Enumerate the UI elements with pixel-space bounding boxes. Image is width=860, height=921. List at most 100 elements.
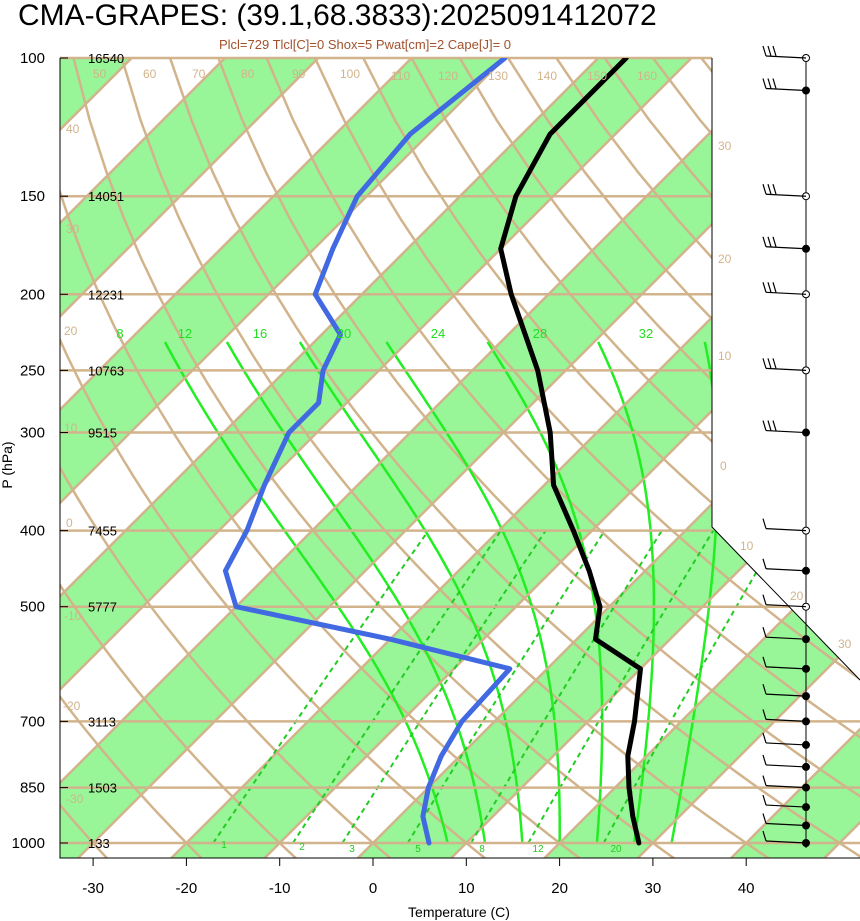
- dry-adiabat-label: 110: [391, 69, 410, 83]
- wind-barb-flag: [762, 627, 767, 638]
- height-label: 16540: [88, 51, 124, 66]
- wind-barb-flag: [762, 358, 767, 369]
- wind-barb-flag: [772, 45, 777, 57]
- wind-barb-flag: [762, 282, 767, 293]
- plot-frame: [59, 58, 860, 859]
- moist-adiabat-label: 12: [178, 326, 192, 341]
- dry-adiabat-label: 20: [64, 324, 78, 338]
- wind-barb-flag: [762, 683, 767, 695]
- wind-barb: [765, 87, 807, 92]
- wind-barb-flag: [762, 420, 767, 431]
- pressure-tick-label: 100: [20, 50, 45, 67]
- height-label: 5777: [88, 600, 117, 615]
- wind-barb-flag: [762, 45, 767, 57]
- wind-barb-flag: [767, 236, 772, 247]
- dry-adiabat-label: 160: [637, 69, 657, 83]
- chart-title: CMA-GRAPES: (39.1,68.3833):2025091412072: [18, 0, 657, 32]
- x-tick-label: 10: [458, 880, 475, 897]
- pressure-tick-label: 1000: [12, 835, 45, 852]
- pressure-tick-label: 150: [20, 188, 45, 205]
- wind-barb-flag: [772, 184, 777, 195]
- x-tick-label: -10: [269, 880, 291, 897]
- isotherm-label: 20: [718, 252, 732, 266]
- moist-adiabat-label: 16: [253, 326, 267, 341]
- pressure-tick-label: 250: [20, 362, 45, 379]
- dry-adiabat-line: [60, 58, 221, 858]
- moist-adiabat-line: [597, 341, 656, 844]
- dry-adiabat-label: 100: [340, 67, 360, 81]
- isotherm-label: 10: [740, 539, 754, 553]
- wind-barb-flag: [772, 78, 777, 89]
- x-tick-label: -20: [176, 880, 198, 897]
- wind-barb-flag: [767, 184, 772, 195]
- wind-barb: [765, 528, 807, 532]
- isotherm-band: [79, 58, 860, 858]
- wind-barb: [765, 764, 807, 768]
- dry-adiabat-label: 120: [438, 69, 458, 83]
- wind-barb: [765, 246, 807, 250]
- mixing-ratio-label: 5: [415, 844, 421, 855]
- height-label: 133: [88, 836, 110, 851]
- mixing-ratio-label: 20: [610, 844, 622, 855]
- wind-barb-flag: [762, 732, 767, 744]
- dry-adiabat-label: 10: [64, 421, 78, 435]
- isotherm-line: [60, 58, 491, 858]
- wind-barb-flag: [767, 78, 772, 89]
- mixing-ratio-label: 8: [479, 844, 485, 855]
- wind-barb-flag: [762, 775, 767, 786]
- wind-barb-flag: [762, 78, 767, 89]
- wind-barb-flag: [772, 420, 777, 431]
- mixing-ratio-label: 2: [299, 842, 305, 853]
- pressure-tick-label: 400: [20, 523, 45, 540]
- dry-adiabat-label: 50: [93, 67, 107, 81]
- wind-barb-flag: [767, 420, 772, 431]
- dry-adiabat-label: -10: [64, 609, 82, 623]
- dry-adiabat-label: -20: [63, 699, 81, 713]
- mixing-ratio-label: 3: [349, 844, 355, 855]
- mixing-ratio-label: 1: [221, 840, 227, 851]
- isotherm-label: 0: [720, 459, 727, 473]
- wind-barb: [765, 666, 807, 670]
- wind-barb: [765, 804, 807, 808]
- wind-barb: [765, 55, 807, 59]
- dry-adiabat-line: [60, 58, 412, 858]
- pressure-tick-label: 850: [20, 780, 45, 797]
- plot-frame-right: [711, 58, 860, 681]
- isotherm-line: [60, 58, 678, 858]
- isotherm-line: [60, 58, 398, 858]
- wind-barb: [765, 840, 807, 844]
- x-tick-label: 40: [738, 880, 755, 897]
- dry-adiabat-label: -30: [66, 792, 84, 806]
- wind-barb-flag: [762, 558, 767, 569]
- isotherm-line: [60, 58, 584, 858]
- height-label: 7455: [88, 524, 117, 539]
- height-label: 9515: [88, 426, 117, 441]
- dry-adiabat-label: 0: [66, 516, 73, 530]
- isotherm-label: 20: [790, 589, 804, 603]
- wind-barb: [765, 693, 807, 697]
- dry-adiabat-label: 140: [537, 69, 557, 83]
- wind-barb-flag: [762, 830, 767, 842]
- pressure-tick-label: 700: [20, 713, 45, 730]
- isotherm-band: [452, 58, 860, 858]
- mixing-ratio-label: 12: [532, 844, 544, 855]
- wind-barb-flag: [767, 45, 772, 57]
- moist-adiabat-line: [225, 341, 487, 844]
- wind-barb: [765, 568, 807, 572]
- dry-adiabat-line: [60, 58, 316, 858]
- wind-barb: [765, 636, 807, 640]
- isotherm-line: [60, 58, 771, 858]
- moist-adiabat-line: [385, 341, 561, 843]
- y-axis-label: P (hPa): [0, 441, 15, 488]
- wind-barb-flag: [772, 282, 777, 293]
- wind-barb: [765, 784, 807, 789]
- moist-adiabat-label: 28: [533, 326, 547, 341]
- moist-adiabat-label: 8: [116, 326, 123, 341]
- moist-adiabat-line: [298, 341, 524, 844]
- wind-barb-flag: [762, 813, 767, 824]
- x-axis-label: Temperature (C): [408, 904, 510, 920]
- moist-adiabat-line: [486, 341, 604, 844]
